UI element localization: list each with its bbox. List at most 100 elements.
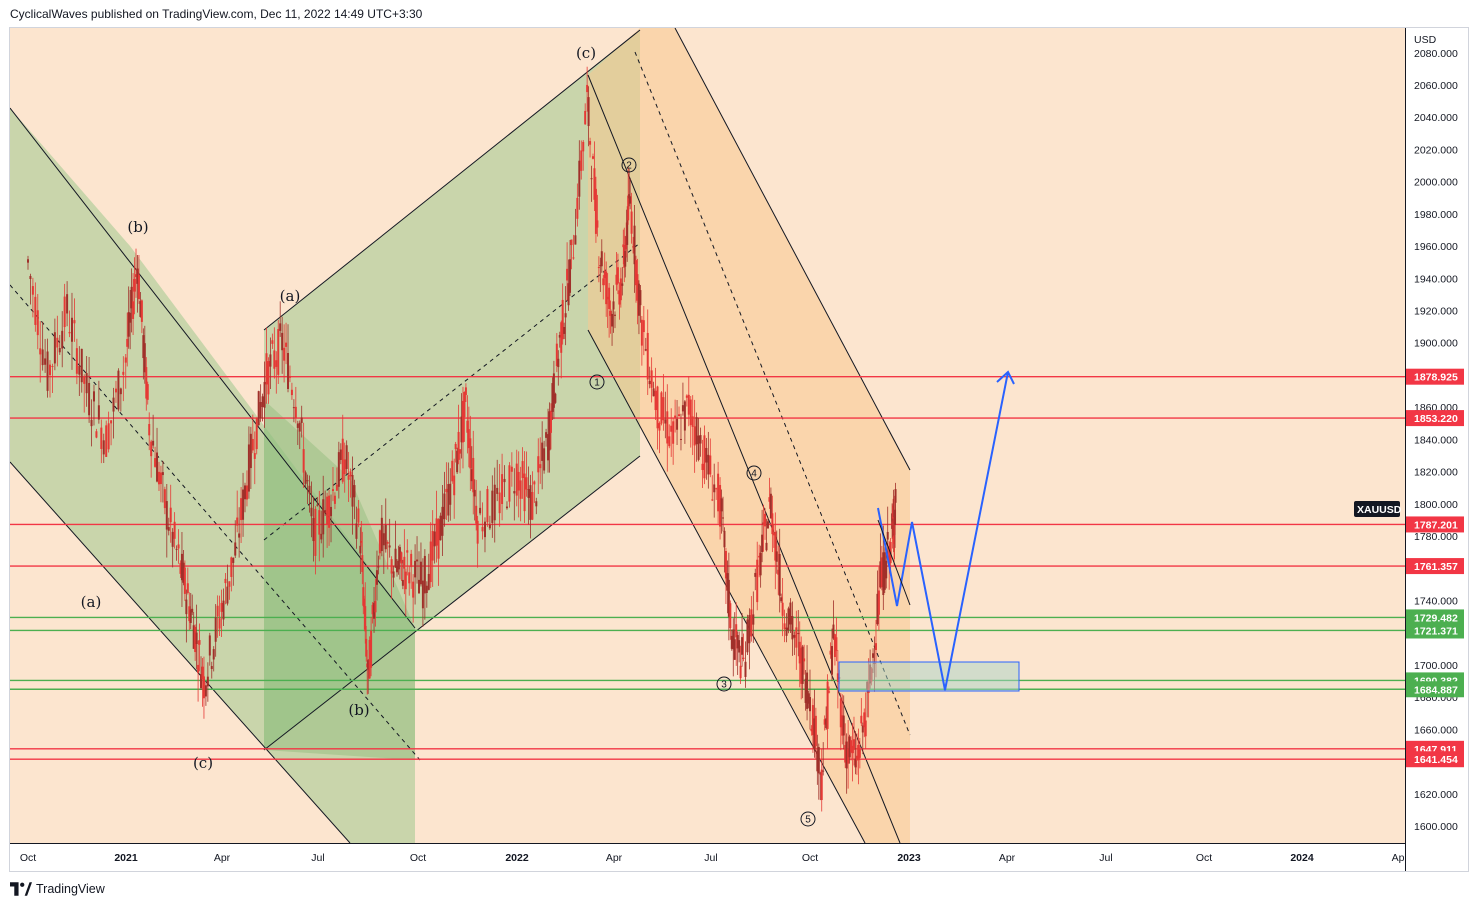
wave-label: (c): [576, 44, 596, 62]
plot-area[interactable]: (a) (b) (c) (a) (b) (c) 1 2 3 4 5: [10, 28, 1405, 843]
candle-body: [804, 678, 807, 703]
candle-body: [232, 557, 235, 563]
candle-body: [132, 301, 135, 319]
candle-body: [370, 630, 373, 668]
y-axis[interactable]: 2080.000 2060.000 2040.000 2020.000 2000.000…: [1414, 48, 1458, 833]
candle-body: [894, 509, 897, 525]
candle-body: [396, 566, 399, 573]
candle-body: [793, 635, 796, 638]
y-tick-label: 1620.000: [1414, 789, 1458, 801]
candle-body: [491, 490, 494, 523]
candle-body: [66, 294, 69, 314]
candle-body: [253, 453, 256, 459]
candle-body: [226, 586, 229, 604]
candle-body: [807, 693, 810, 704]
projection-path[interactable]: [877, 371, 1009, 691]
candle-body: [891, 513, 894, 529]
candle-body: [876, 593, 879, 625]
level-tag-label: 1761.357: [1414, 561, 1458, 573]
candle-body: [727, 579, 730, 617]
candle-body: [764, 513, 767, 527]
candle-body: [365, 638, 368, 657]
candle-body: [670, 425, 673, 432]
candle-body: [519, 480, 522, 499]
candle-body: [531, 492, 534, 520]
candle-body: [596, 220, 599, 228]
candle-body: [848, 736, 851, 758]
candle-body: [525, 477, 528, 490]
candle-body: [632, 246, 635, 248]
candle-body: [479, 507, 482, 514]
candle-body: [353, 485, 356, 498]
candle-body: [208, 635, 211, 656]
candle-body: [605, 271, 608, 305]
candle-body: [377, 566, 380, 568]
y-tick-label: 1800.000: [1414, 499, 1458, 511]
candle-body: [441, 506, 444, 536]
candle-body: [839, 698, 842, 728]
x-axis[interactable]: Oct 2021 Apr Jul Oct 2022 Apr Jul Oct 2023 Apr Jul O…: [20, 852, 1405, 864]
level-tag: [1406, 681, 1464, 698]
candle-body: [668, 436, 671, 447]
candle-body: [410, 553, 413, 568]
candle-body: [97, 405, 100, 420]
candle-body: [602, 278, 605, 286]
candle-body: [433, 531, 436, 547]
candle-body: [330, 506, 333, 517]
candle-body: [888, 545, 891, 567]
candle-body: [238, 533, 241, 538]
candle-body: [206, 676, 209, 687]
candle-body: [501, 474, 504, 505]
candle-body: [198, 640, 201, 645]
candle-body: [780, 597, 783, 602]
candle-body: [161, 472, 164, 476]
candle-body: [685, 395, 688, 398]
level-tag-label: 1787.201: [1414, 519, 1458, 531]
candle-body: [733, 639, 736, 660]
candle-body: [880, 557, 883, 588]
candle-body: [616, 267, 619, 284]
candle-body: [177, 544, 180, 549]
candle-body: [114, 388, 117, 393]
candle-body: [152, 440, 155, 446]
channel-line-a1: [10, 107, 416, 629]
candle-body: [857, 745, 860, 761]
candle-body: [761, 534, 764, 553]
candle-body: [51, 366, 54, 368]
candle-body: [210, 666, 213, 670]
level-tag: [1406, 516, 1464, 533]
candle-body: [304, 472, 307, 484]
candle-body: [386, 541, 389, 544]
footer-brand: TradingView: [36, 882, 105, 896]
candle-body: [795, 627, 798, 648]
candle-body: [194, 626, 197, 653]
candle-body: [851, 745, 854, 754]
candle-body: [736, 635, 739, 649]
candle-body: [331, 489, 334, 491]
candle-body: [539, 464, 542, 469]
candle-body: [593, 168, 596, 200]
candle-body: [343, 459, 346, 475]
candle-body: [421, 580, 424, 609]
target-zone-box[interactable]: [838, 661, 1020, 692]
candle-body: [611, 313, 614, 327]
candle-body: [618, 290, 621, 305]
candle-body: [722, 517, 725, 519]
candle-body: [777, 569, 780, 575]
candle-body: [56, 337, 59, 348]
projection-arrowhead: [996, 370, 1015, 385]
candle-body: [697, 435, 700, 460]
candle-body: [431, 531, 434, 561]
y-tick-label: 1980.000: [1414, 209, 1458, 221]
candle-body: [636, 274, 639, 301]
x-tick-label: 2021: [114, 852, 138, 864]
candle-body: [244, 485, 247, 500]
candle-body: [748, 615, 751, 644]
candle-body: [615, 274, 618, 285]
candle-body: [234, 542, 237, 556]
candle-body: [835, 637, 838, 651]
candle-body: [136, 268, 139, 284]
candle-body: [752, 614, 755, 625]
impulse-label-circle: [746, 465, 762, 481]
